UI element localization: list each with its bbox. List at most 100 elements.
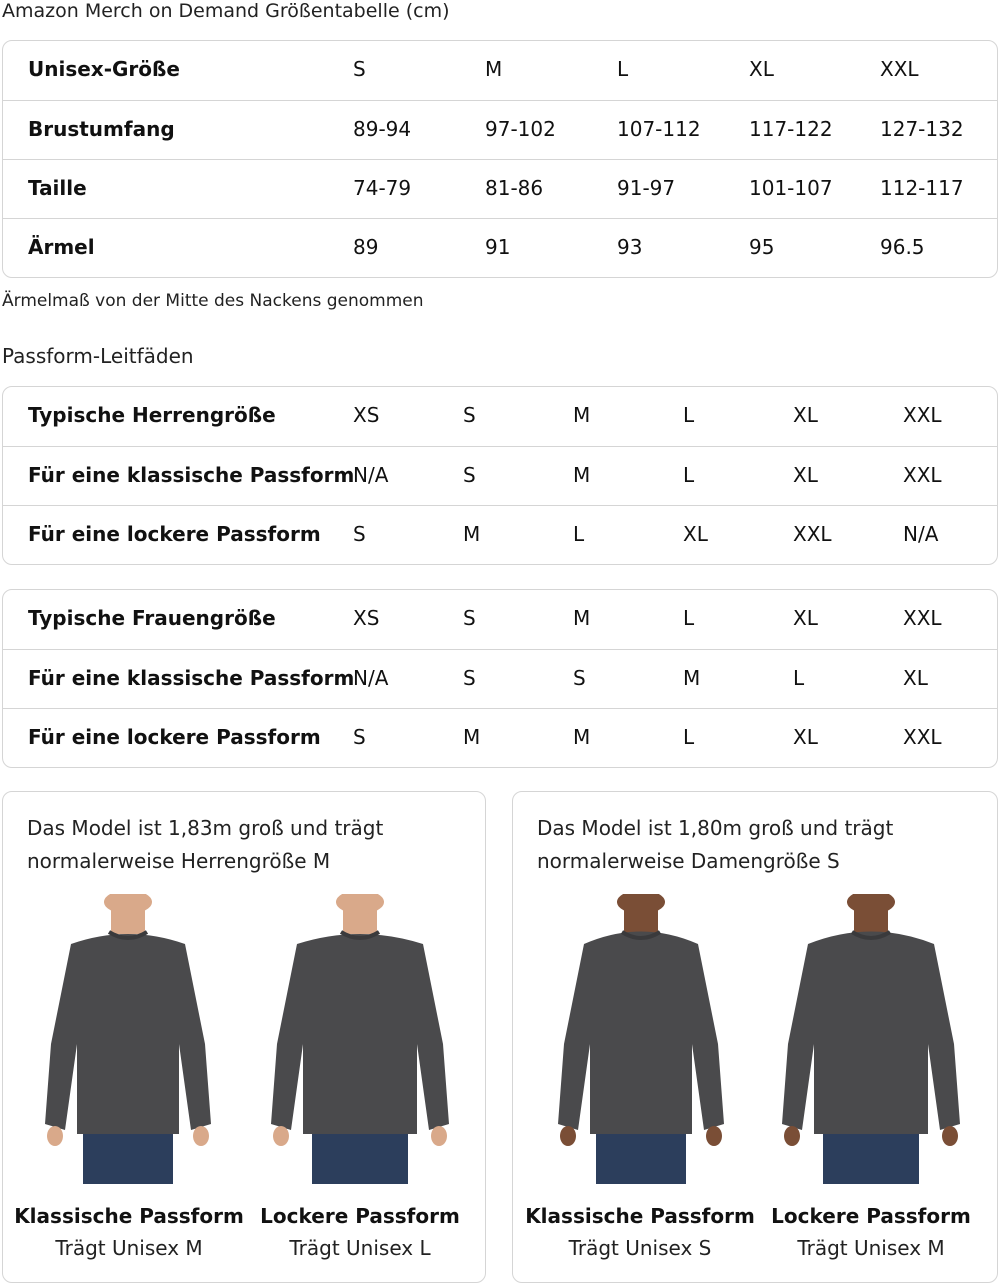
row-label: Ärmel [28,235,95,259]
table-cell: S [573,666,586,690]
table-cell: M [573,463,591,487]
row-label: Für eine klassische Passform [28,463,355,487]
table-cell: XL [903,666,928,690]
sweater-model-icon [558,890,724,1184]
row-label: Taille [28,176,87,200]
table-cell: 91 [485,235,511,259]
men-model-card: Das Model ist 1,83m groß und trägt normal… [2,791,486,1283]
table-cell: XL [749,57,774,81]
table-cell: L [683,606,695,630]
table-row: Typische Herrengröße XS S M L XL XXL [3,387,997,446]
table-cell: 95 [749,235,775,259]
size-label: Trägt Unisex M [797,1236,945,1260]
table-cell: L [683,403,695,427]
table-row: Typische Frauengröße XS S M L XL XXL [3,590,997,649]
table-row: Brustumfang 89-94 97-102 107-112 117-122 127-… [3,100,997,159]
row-label: Brustumfang [28,117,175,141]
table-cell: S [353,522,366,546]
table-cell: 101-107 [749,176,833,200]
table-cell: 112-117 [880,176,964,200]
table-row: Für eine lockere Passform S M M L XL XXL [3,708,997,767]
row-label: Für eine lockere Passform [28,725,321,749]
fit-label: Lockere Passform [771,1204,971,1228]
table-cell: XL [683,522,708,546]
table-cell: N/A [353,463,389,487]
table-cell: 97-102 [485,117,556,141]
women-fit-table: Typische Frauengröße XS S M L XL XXL Für eine k… [2,589,998,768]
page-title: Amazon Merch on Demand Größentabelle (cm… [2,0,450,22]
caption-line: Das Model ist 1,83m groß und trägt [27,816,384,840]
sleeve-note: Ärmelmaß von der Mitte des Nackens genom… [2,291,424,311]
fit-label: Klassische Passform [14,1204,244,1228]
table-cell: M [485,57,503,81]
table-cell: XXL [903,403,942,427]
table-cell: XS [353,606,380,630]
table-cell: M [573,725,591,749]
table-cell: L [617,57,629,81]
table-row: Für eine lockere Passform S M L XL XXL N/A [3,505,997,564]
sweater-model-icon [271,890,449,1184]
table-cell: XL [793,403,818,427]
table-cell: L [793,666,805,690]
table-cell: L [683,463,695,487]
table-cell: 93 [617,235,643,259]
size-table: Unisex-Größe S M L XL XXL Brustumfang 89-94 97-1… [2,40,998,278]
fit-label: Lockere Passform [260,1204,460,1228]
table-cell: 74-79 [353,176,412,200]
sweater-model-icon [45,890,211,1184]
table-cell: XXL [880,57,919,81]
size-label: Trägt Unisex S [568,1236,712,1260]
table-cell: XXL [903,725,942,749]
model-photo-relaxed [265,890,455,1184]
table-cell: 96.5 [880,235,925,259]
table-cell: 117-122 [749,117,833,141]
caption-line: normalerweise Herrengröße M [27,849,331,873]
caption-line: normalerweise Damengröße S [537,849,840,873]
table-cell: S [463,463,476,487]
table-cell: M [463,725,481,749]
sweater-model-icon [782,890,960,1184]
table-row: Für eine klassische Passform N/A S S M L XL [3,649,997,708]
table-cell: S [463,666,476,690]
table-cell: XXL [793,522,832,546]
table-cell: L [683,725,695,749]
row-label: Unisex-Größe [28,57,180,81]
table-cell: M [573,403,591,427]
fit-guide-heading: Passform-Leitfäden [2,344,194,368]
table-cell: 107-112 [617,117,701,141]
women-model-card: Das Model ist 1,80m groß und trägt normal… [512,791,998,1283]
table-row: Ärmel 89 91 93 95 96.5 [3,218,997,277]
table-row: Unisex-Größe S M L XL XXL [3,41,997,100]
size-label: Trägt Unisex L [289,1236,431,1260]
table-cell: M [683,666,701,690]
row-label: Für eine lockere Passform [28,522,321,546]
size-label: Trägt Unisex M [55,1236,203,1260]
table-cell: S [353,57,366,81]
model-photo-classic [33,890,223,1184]
table-cell: XL [793,725,818,749]
table-cell: M [573,606,591,630]
table-cell: XXL [903,606,942,630]
table-cell: S [353,725,366,749]
table-row: Für eine klassische Passform N/A S M L XL XXL [3,446,997,505]
model-caption: Das Model ist 1,80m groß und trägt normal… [537,812,893,878]
table-cell: S [463,606,476,630]
table-cell: 89 [353,235,379,259]
table-cell: XL [793,463,818,487]
fit-label: Klassische Passform [525,1204,755,1228]
model-caption: Das Model ist 1,83m groß und trägt normal… [27,812,383,878]
row-label: Für eine klassische Passform [28,666,355,690]
table-cell: N/A [903,522,939,546]
table-row: Taille 74-79 81-86 91-97 101-107 112-117 [3,159,997,218]
caption-line: Das Model ist 1,80m groß und trägt [537,816,894,840]
table-cell: XXL [903,463,942,487]
table-cell: XL [793,606,818,630]
table-cell: 127-132 [880,117,964,141]
table-cell: N/A [353,666,389,690]
model-photo-classic [546,890,736,1184]
table-cell: M [463,522,481,546]
table-cell: L [573,522,585,546]
table-cell: 89-94 [353,117,412,141]
table-cell: 81-86 [485,176,544,200]
men-fit-table: Typische Herrengröße XS S M L XL XXL Für eine k… [2,386,998,565]
